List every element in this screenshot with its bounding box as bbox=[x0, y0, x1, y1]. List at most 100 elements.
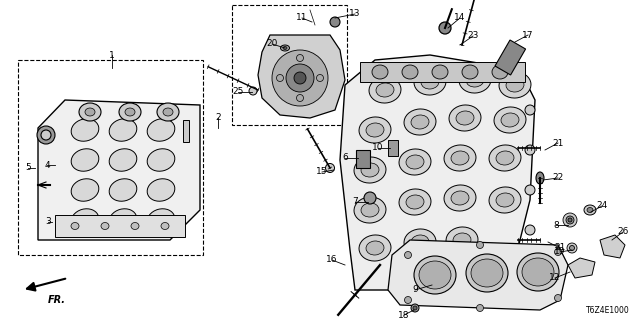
Text: 3: 3 bbox=[45, 218, 51, 227]
Ellipse shape bbox=[451, 191, 469, 205]
Text: 8: 8 bbox=[553, 220, 559, 229]
Text: 26: 26 bbox=[618, 228, 628, 236]
Ellipse shape bbox=[568, 218, 572, 222]
Bar bbox=[18, 60, 203, 255]
Ellipse shape bbox=[449, 105, 481, 131]
Ellipse shape bbox=[404, 229, 436, 255]
Ellipse shape bbox=[525, 105, 535, 115]
Ellipse shape bbox=[406, 195, 424, 209]
Text: 16: 16 bbox=[326, 255, 338, 265]
Ellipse shape bbox=[79, 103, 101, 121]
Ellipse shape bbox=[477, 242, 483, 249]
Ellipse shape bbox=[131, 222, 139, 229]
Text: 13: 13 bbox=[349, 10, 361, 19]
Ellipse shape bbox=[525, 225, 535, 235]
Ellipse shape bbox=[330, 17, 340, 27]
Ellipse shape bbox=[376, 83, 394, 97]
Ellipse shape bbox=[459, 67, 491, 93]
Text: 21: 21 bbox=[552, 139, 564, 148]
Ellipse shape bbox=[404, 297, 412, 303]
Text: 12: 12 bbox=[549, 274, 561, 283]
Ellipse shape bbox=[147, 179, 175, 201]
Ellipse shape bbox=[109, 209, 137, 231]
Text: 17: 17 bbox=[522, 30, 534, 39]
Ellipse shape bbox=[125, 108, 135, 116]
Ellipse shape bbox=[536, 172, 544, 184]
Ellipse shape bbox=[119, 103, 141, 121]
Ellipse shape bbox=[161, 222, 169, 229]
Ellipse shape bbox=[361, 163, 379, 177]
Ellipse shape bbox=[85, 108, 95, 116]
Ellipse shape bbox=[109, 179, 137, 201]
Ellipse shape bbox=[372, 65, 388, 79]
Ellipse shape bbox=[451, 151, 469, 165]
Polygon shape bbox=[388, 240, 568, 310]
Ellipse shape bbox=[442, 26, 447, 30]
Ellipse shape bbox=[109, 119, 137, 141]
Ellipse shape bbox=[71, 149, 99, 171]
Ellipse shape bbox=[419, 261, 451, 289]
Ellipse shape bbox=[147, 119, 175, 141]
Text: 24: 24 bbox=[596, 202, 607, 211]
Ellipse shape bbox=[402, 65, 418, 79]
Ellipse shape bbox=[157, 103, 179, 121]
Ellipse shape bbox=[364, 192, 376, 204]
Ellipse shape bbox=[525, 145, 535, 155]
Text: 23: 23 bbox=[467, 31, 479, 41]
Ellipse shape bbox=[466, 254, 508, 292]
Ellipse shape bbox=[101, 222, 109, 229]
Bar bbox=[495, 40, 525, 75]
Ellipse shape bbox=[587, 207, 593, 212]
Text: 1: 1 bbox=[109, 51, 115, 60]
Text: 6: 6 bbox=[342, 154, 348, 163]
Ellipse shape bbox=[411, 115, 429, 129]
Ellipse shape bbox=[477, 305, 483, 311]
Ellipse shape bbox=[414, 256, 456, 294]
Ellipse shape bbox=[446, 227, 478, 253]
Ellipse shape bbox=[501, 113, 519, 127]
Ellipse shape bbox=[369, 77, 401, 103]
Ellipse shape bbox=[286, 64, 314, 92]
Ellipse shape bbox=[276, 75, 284, 82]
Ellipse shape bbox=[296, 94, 303, 101]
Bar bbox=[232, 5, 347, 125]
Text: 5: 5 bbox=[25, 164, 31, 172]
Ellipse shape bbox=[563, 213, 577, 227]
Ellipse shape bbox=[525, 185, 535, 195]
Ellipse shape bbox=[411, 304, 419, 312]
Ellipse shape bbox=[399, 149, 431, 175]
Text: FR.: FR. bbox=[48, 295, 66, 305]
Ellipse shape bbox=[71, 119, 99, 141]
Ellipse shape bbox=[406, 155, 424, 169]
Ellipse shape bbox=[444, 185, 476, 211]
Ellipse shape bbox=[296, 54, 303, 61]
Bar bbox=[183, 120, 189, 142]
Ellipse shape bbox=[71, 179, 99, 201]
Ellipse shape bbox=[109, 149, 137, 171]
Text: 18: 18 bbox=[398, 310, 410, 319]
Polygon shape bbox=[600, 235, 625, 258]
Ellipse shape bbox=[41, 130, 51, 140]
Ellipse shape bbox=[411, 235, 429, 249]
Ellipse shape bbox=[439, 22, 451, 34]
Ellipse shape bbox=[163, 108, 173, 116]
Ellipse shape bbox=[453, 233, 471, 247]
Bar bbox=[360, 62, 525, 82]
Ellipse shape bbox=[404, 109, 436, 135]
Ellipse shape bbox=[404, 252, 412, 259]
Ellipse shape bbox=[444, 145, 476, 171]
Text: 15: 15 bbox=[316, 167, 328, 177]
Bar bbox=[388, 140, 398, 156]
Bar bbox=[55, 215, 185, 237]
Ellipse shape bbox=[554, 294, 561, 301]
Ellipse shape bbox=[399, 189, 431, 215]
Ellipse shape bbox=[414, 69, 446, 95]
Ellipse shape bbox=[280, 45, 289, 51]
Text: 25: 25 bbox=[232, 87, 244, 97]
Ellipse shape bbox=[366, 123, 384, 137]
Text: T6Z4E1000: T6Z4E1000 bbox=[586, 306, 630, 315]
Polygon shape bbox=[340, 55, 535, 290]
Ellipse shape bbox=[71, 209, 99, 231]
Ellipse shape bbox=[71, 222, 79, 229]
Ellipse shape bbox=[361, 203, 379, 217]
